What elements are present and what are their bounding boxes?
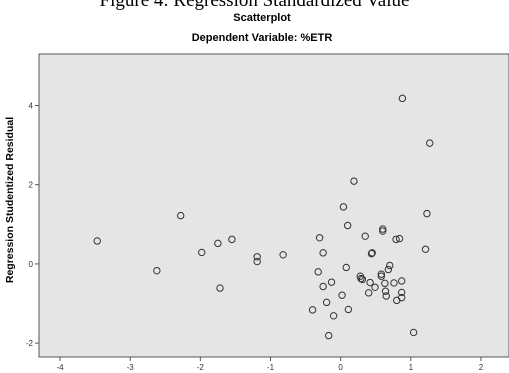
x-tick-label: 0 bbox=[338, 363, 343, 372]
data-point bbox=[423, 209, 431, 218]
data-point bbox=[177, 211, 185, 220]
data-point bbox=[308, 306, 317, 314]
data-point bbox=[365, 289, 373, 297]
data-point bbox=[397, 293, 406, 302]
data-point bbox=[367, 249, 376, 258]
data-point bbox=[253, 257, 261, 266]
data-point bbox=[343, 221, 352, 230]
x-tick-label: -3 bbox=[127, 363, 135, 372]
figure-caption: Figure 4: Regression Standardized Value bbox=[100, 0, 410, 11]
data-point bbox=[325, 331, 333, 340]
data-point bbox=[377, 272, 386, 280]
data-point bbox=[315, 234, 324, 242]
data-point bbox=[395, 234, 404, 243]
data-point bbox=[379, 225, 387, 233]
data-point bbox=[279, 251, 287, 259]
data-point bbox=[253, 253, 261, 261]
data-points bbox=[93, 94, 434, 340]
data-point bbox=[357, 274, 365, 283]
data-point bbox=[327, 278, 336, 286]
data-point bbox=[153, 266, 161, 275]
data-point bbox=[319, 249, 327, 257]
data-point bbox=[314, 268, 322, 276]
data-point bbox=[384, 265, 393, 274]
data-point bbox=[397, 288, 406, 297]
data-point bbox=[390, 279, 398, 287]
data-point bbox=[381, 287, 390, 295]
data-point bbox=[398, 94, 407, 103]
x-tick-label: 1 bbox=[409, 363, 414, 372]
x-axis: -4 -3 -2 -1 0 1 2 bbox=[56, 357, 484, 372]
data-point bbox=[342, 263, 350, 272]
data-point bbox=[322, 298, 331, 307]
data-point bbox=[379, 227, 387, 235]
data-point bbox=[339, 203, 348, 211]
data-point bbox=[392, 235, 400, 244]
chart-subtitle: Dependent Variable: %ETR bbox=[192, 32, 333, 44]
data-point bbox=[93, 237, 101, 245]
data-point bbox=[409, 328, 418, 337]
y-tick-label: 4 bbox=[29, 101, 34, 110]
data-point bbox=[361, 232, 369, 240]
y-axis: -2 0 2 4 bbox=[26, 101, 39, 348]
y-tick-label: 2 bbox=[29, 181, 34, 190]
y-tick-label: -2 bbox=[26, 339, 34, 348]
data-point bbox=[350, 177, 358, 185]
x-tick-label: -1 bbox=[267, 363, 275, 372]
data-point bbox=[228, 235, 236, 244]
data-point bbox=[319, 282, 327, 291]
data-point bbox=[421, 245, 430, 253]
data-point bbox=[377, 270, 386, 278]
data-point bbox=[214, 239, 222, 248]
data-point bbox=[338, 291, 346, 299]
plot-area bbox=[38, 53, 509, 358]
data-point bbox=[397, 277, 406, 285]
chart-title: Scatterplot bbox=[233, 12, 291, 24]
data-point bbox=[198, 248, 206, 257]
data-point bbox=[426, 139, 434, 147]
x-tick-label: -2 bbox=[197, 363, 205, 372]
y-tick-label: 0 bbox=[29, 260, 34, 269]
y-axis-label: Regression Studentized Residual bbox=[4, 117, 16, 283]
data-point bbox=[368, 249, 376, 257]
data-point bbox=[366, 278, 374, 287]
data-point bbox=[386, 261, 394, 270]
x-tick-label: 2 bbox=[479, 363, 484, 372]
data-point bbox=[382, 292, 390, 300]
data-point bbox=[358, 275, 367, 284]
data-point bbox=[371, 283, 379, 291]
data-point bbox=[381, 279, 389, 288]
data-point bbox=[216, 284, 224, 292]
data-point bbox=[344, 305, 353, 314]
x-tick-label: -4 bbox=[56, 363, 64, 372]
data-point bbox=[329, 312, 338, 320]
